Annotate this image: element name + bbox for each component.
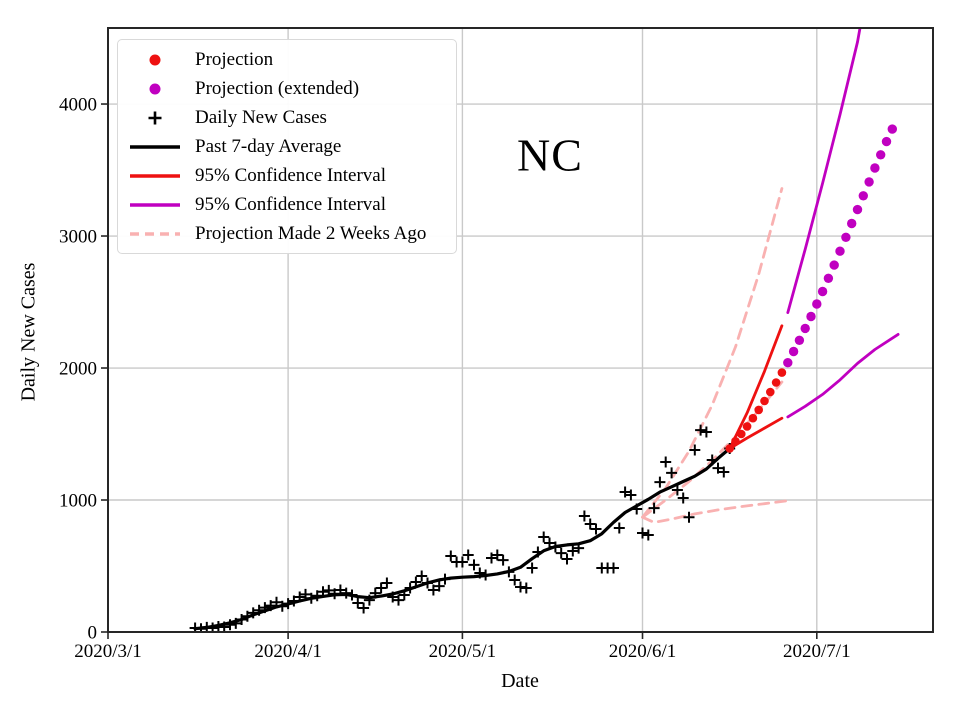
legend-dot-icon bbox=[149, 83, 161, 94]
series-daily bbox=[189, 424, 736, 632]
y-tick-label: 4000 bbox=[59, 95, 97, 116]
legend-item: Projection Made 2 Weeks Ago bbox=[124, 220, 450, 248]
series-avg7 bbox=[193, 446, 732, 631]
series-proj2wk-lower bbox=[641, 499, 790, 524]
legend-item: 95% Confidence Interval bbox=[124, 162, 450, 190]
x-tick-label: 2020/3/1 bbox=[74, 641, 142, 662]
legend-label: Past 7-day Average bbox=[195, 135, 342, 157]
legend-label: 95% Confidence Interval bbox=[195, 193, 386, 215]
series-proj2wk-upper bbox=[641, 187, 784, 519]
y-tick-label: 2000 bbox=[59, 359, 97, 380]
legend-item: Projection (extended) bbox=[124, 75, 450, 103]
legend-item: Projection bbox=[124, 46, 450, 74]
series-projection-extended bbox=[783, 124, 897, 368]
legend-dashed-line-icon bbox=[130, 231, 180, 236]
y-axis-label: Daily New Cases bbox=[17, 262, 40, 402]
series-ci-red-upper bbox=[728, 324, 784, 450]
legend-label: Daily New Cases bbox=[195, 106, 327, 128]
legend-label: Projection (extended) bbox=[195, 77, 360, 99]
chart-title: NC bbox=[517, 129, 583, 181]
legend-line-icon bbox=[130, 173, 180, 178]
y-tick-label: 0 bbox=[88, 623, 98, 644]
x-tick-label: 2020/4/1 bbox=[254, 641, 322, 662]
legend-item: 95% Confidence Interval bbox=[124, 191, 450, 219]
series-projection bbox=[725, 368, 787, 453]
legend-label: Projection bbox=[195, 48, 274, 70]
y-tick-label: 3000 bbox=[59, 227, 97, 248]
y-tick-label: 1000 bbox=[59, 491, 97, 512]
legend-line-icon bbox=[130, 144, 180, 149]
x-tick-label: 2020/6/1 bbox=[609, 641, 677, 662]
legend-plus-icon bbox=[148, 111, 162, 124]
legend-dot-icon bbox=[149, 54, 161, 65]
x-axis-label: Date bbox=[501, 670, 539, 692]
legend: Projection Projection (extended) Daily New… bbox=[117, 39, 457, 254]
legend-label: 95% Confidence Interval bbox=[195, 164, 386, 186]
legend-item: Daily New Cases bbox=[124, 104, 450, 132]
legend-line-icon bbox=[130, 202, 180, 207]
plot-area bbox=[189, 28, 900, 632]
legend-item: Past 7-day Average bbox=[124, 133, 450, 161]
series-ci-magenta-upper bbox=[786, 28, 862, 314]
plot-border bbox=[107, 27, 934, 633]
legend-label: Projection Made 2 Weeks Ago bbox=[195, 222, 427, 244]
series-ci-magenta-lower bbox=[786, 333, 900, 419]
x-tick-label: 2020/5/1 bbox=[429, 641, 497, 662]
x-tick-label: 2020/7/1 bbox=[783, 641, 851, 662]
